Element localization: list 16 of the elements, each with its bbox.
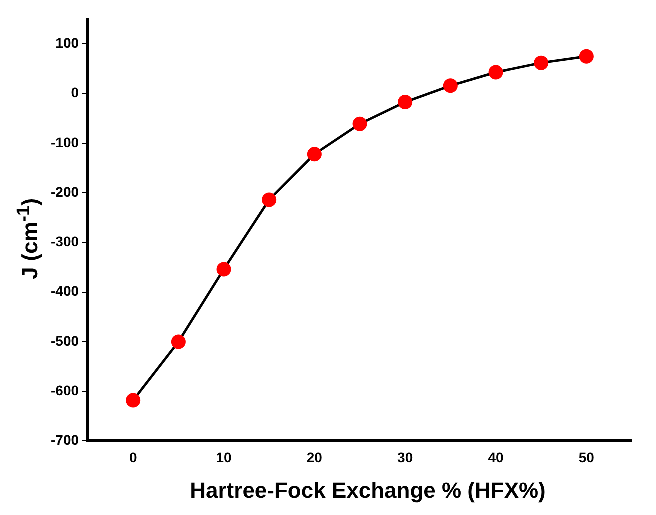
y-tick-label: -200 <box>50 184 80 200</box>
y-tick-label: 100 <box>56 35 80 52</box>
y-tick-label: -600 <box>50 382 80 398</box>
x-tick-label: 50 <box>578 449 595 466</box>
x-tick-label: 10 <box>216 449 232 466</box>
x-tick-label: 40 <box>488 449 504 466</box>
y-tick-label: -100 <box>50 134 80 150</box>
y-tick-label: -700 <box>50 432 80 448</box>
y-tick-label: -500 <box>50 332 80 349</box>
y-tick-label: -400 <box>50 283 80 300</box>
y-tick-label: -300 <box>50 234 80 250</box>
x-tick-label: 0 <box>129 449 138 466</box>
x-axis-title: Hartree-Fock Exchange % (HFX%) <box>190 478 546 504</box>
x-tick-label: 20 <box>306 449 323 466</box>
x-tick-label: 30 <box>398 449 414 466</box>
y-tick-label: 0 <box>71 84 80 101</box>
